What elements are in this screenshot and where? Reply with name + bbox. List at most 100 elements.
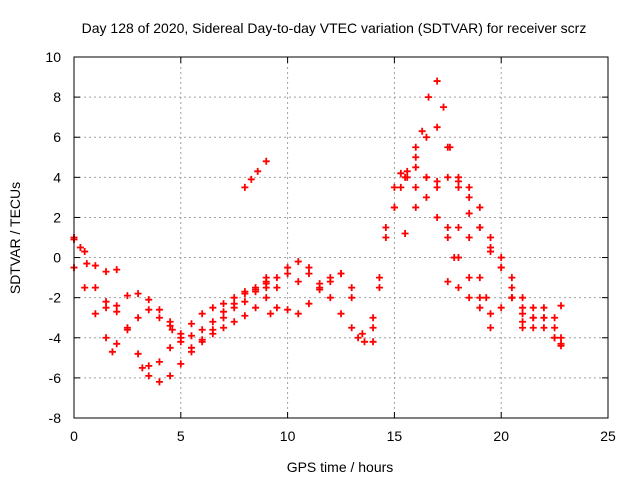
data-point xyxy=(425,93,433,101)
data-point xyxy=(198,326,206,334)
data-point xyxy=(102,298,110,306)
data-point xyxy=(262,294,270,302)
data-point xyxy=(155,378,163,386)
data-point xyxy=(476,223,484,231)
data-point xyxy=(198,336,206,344)
data-point xyxy=(375,284,383,292)
data-point xyxy=(273,304,281,312)
data-point xyxy=(81,248,89,256)
data-point xyxy=(487,248,495,256)
data-point xyxy=(487,324,495,332)
data-point xyxy=(81,284,89,292)
data-point xyxy=(540,324,548,332)
data-point xyxy=(465,209,473,217)
plot-area xyxy=(70,77,565,386)
data-point xyxy=(540,304,548,312)
data-point xyxy=(476,304,484,312)
data-point xyxy=(369,324,377,332)
y-tick-label: -2 xyxy=(49,290,62,306)
data-point xyxy=(497,304,505,312)
data-point xyxy=(102,334,110,342)
data-point xyxy=(230,304,238,312)
data-point xyxy=(284,270,292,278)
data-point xyxy=(220,314,228,322)
data-point xyxy=(102,268,110,276)
data-point xyxy=(397,169,405,177)
x-tick-label: 15 xyxy=(387,428,403,444)
data-point xyxy=(155,314,163,322)
data-point xyxy=(91,284,99,292)
data-point xyxy=(476,274,484,282)
data-point xyxy=(348,294,356,302)
data-point xyxy=(220,308,228,316)
data-point xyxy=(113,266,121,274)
data-point xyxy=(519,324,527,332)
data-point xyxy=(145,362,153,370)
data-point xyxy=(444,143,452,151)
data-point xyxy=(262,157,270,165)
data-point xyxy=(230,318,238,326)
data-point xyxy=(487,310,495,318)
data-point xyxy=(155,358,163,366)
data-point xyxy=(422,173,430,181)
data-point xyxy=(305,270,313,278)
data-point xyxy=(487,234,495,241)
data-point xyxy=(326,278,334,286)
series-arc-1 xyxy=(70,236,121,276)
series-arc-11 xyxy=(369,77,490,322)
data-point xyxy=(134,350,142,358)
data-point xyxy=(454,223,462,231)
x-tick-label: 20 xyxy=(493,428,509,444)
data-point xyxy=(337,270,345,278)
data-point xyxy=(390,203,398,211)
grid xyxy=(74,57,608,418)
x-tick-label: 0 xyxy=(70,428,78,444)
data-point xyxy=(241,183,249,191)
data-point xyxy=(465,234,473,241)
data-point xyxy=(465,183,473,191)
data-point xyxy=(412,183,420,191)
axis-ticks: 0 5 10 15 20 25 -8 -6 -4 -2 0 2 4 6 8 10 xyxy=(45,49,616,444)
data-point xyxy=(348,324,356,332)
data-point xyxy=(382,234,390,241)
series-arc-9 xyxy=(267,270,377,346)
data-point xyxy=(166,318,174,326)
y-tick-label: 6 xyxy=(53,129,61,145)
data-point xyxy=(316,284,324,292)
series-arc-14 xyxy=(412,163,565,350)
data-point xyxy=(519,294,527,302)
data-point xyxy=(412,143,420,151)
data-point xyxy=(444,173,452,181)
y-tick-label: 2 xyxy=(53,209,61,225)
data-point xyxy=(418,127,426,135)
data-point xyxy=(557,342,565,350)
series-arc-6 xyxy=(168,274,270,352)
data-point xyxy=(177,338,185,346)
data-point xyxy=(348,284,356,292)
data-point xyxy=(369,314,377,322)
data-point xyxy=(177,330,185,338)
data-point xyxy=(305,300,313,308)
data-point xyxy=(138,364,146,372)
data-point xyxy=(220,324,228,332)
data-point xyxy=(433,77,441,85)
data-point xyxy=(145,296,153,304)
data-point xyxy=(76,244,84,252)
data-point xyxy=(241,298,249,306)
data-point xyxy=(273,284,281,292)
data-point xyxy=(241,290,249,298)
data-point xyxy=(123,292,131,300)
data-point xyxy=(254,167,262,175)
data-point xyxy=(390,183,398,191)
data-point xyxy=(102,304,110,312)
data-point xyxy=(108,348,116,356)
data-point xyxy=(412,153,420,161)
data-point xyxy=(262,284,270,292)
data-point xyxy=(187,332,195,340)
data-point xyxy=(529,314,537,322)
data-point xyxy=(401,229,409,237)
data-point xyxy=(187,320,195,328)
data-point xyxy=(145,306,153,314)
data-point xyxy=(294,278,302,286)
series-arc-10 xyxy=(273,270,356,292)
